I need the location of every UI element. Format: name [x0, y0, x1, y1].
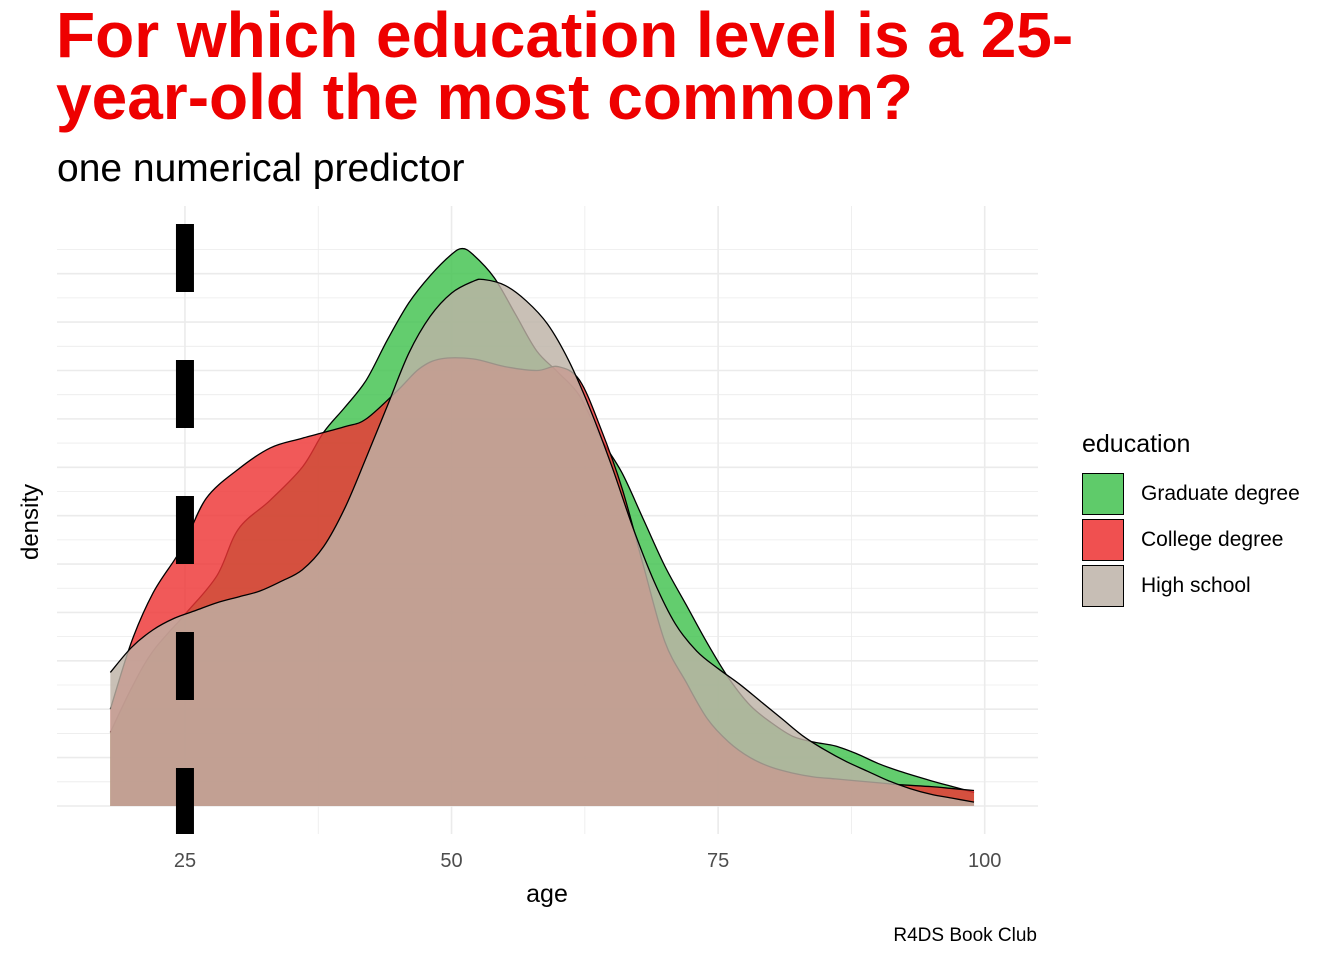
legend-key-college	[1082, 519, 1124, 561]
density-curve-high-school	[109, 278, 975, 803]
legend-label-college: College degree	[1141, 528, 1284, 551]
x-axis-label: age	[526, 880, 568, 908]
legend-label-highschool: High school	[1141, 574, 1251, 597]
density-area-high-school	[110, 279, 975, 806]
x-tick-label: 25	[174, 850, 196, 872]
x-tick-label: 75	[707, 850, 729, 872]
chart-subtitle: one numerical predictor	[57, 147, 465, 190]
legend-key-graduate	[1082, 473, 1124, 515]
x-tick-label: 100	[968, 850, 1001, 872]
legend-title: education	[1082, 430, 1191, 458]
density-areas	[109, 247, 975, 807]
legend: education Graduate degree College degree…	[1082, 430, 1300, 609]
legend-key-highschool	[1082, 565, 1124, 607]
legend-item-highschool: High school	[1082, 563, 1300, 609]
y-axis-label: density	[17, 484, 44, 560]
chart-title: For which education level is a 25-year-o…	[56, 0, 1074, 133]
legend-label-graduate: Graduate degree	[1141, 482, 1300, 505]
x-tick-labels: 25 50 75 100	[174, 850, 1002, 872]
x-tick-label: 50	[440, 850, 462, 872]
caption: R4DS Book Club	[893, 925, 1037, 946]
legend-item-college: College degree	[1082, 517, 1300, 563]
legend-item-graduate: Graduate degree	[1082, 471, 1300, 517]
